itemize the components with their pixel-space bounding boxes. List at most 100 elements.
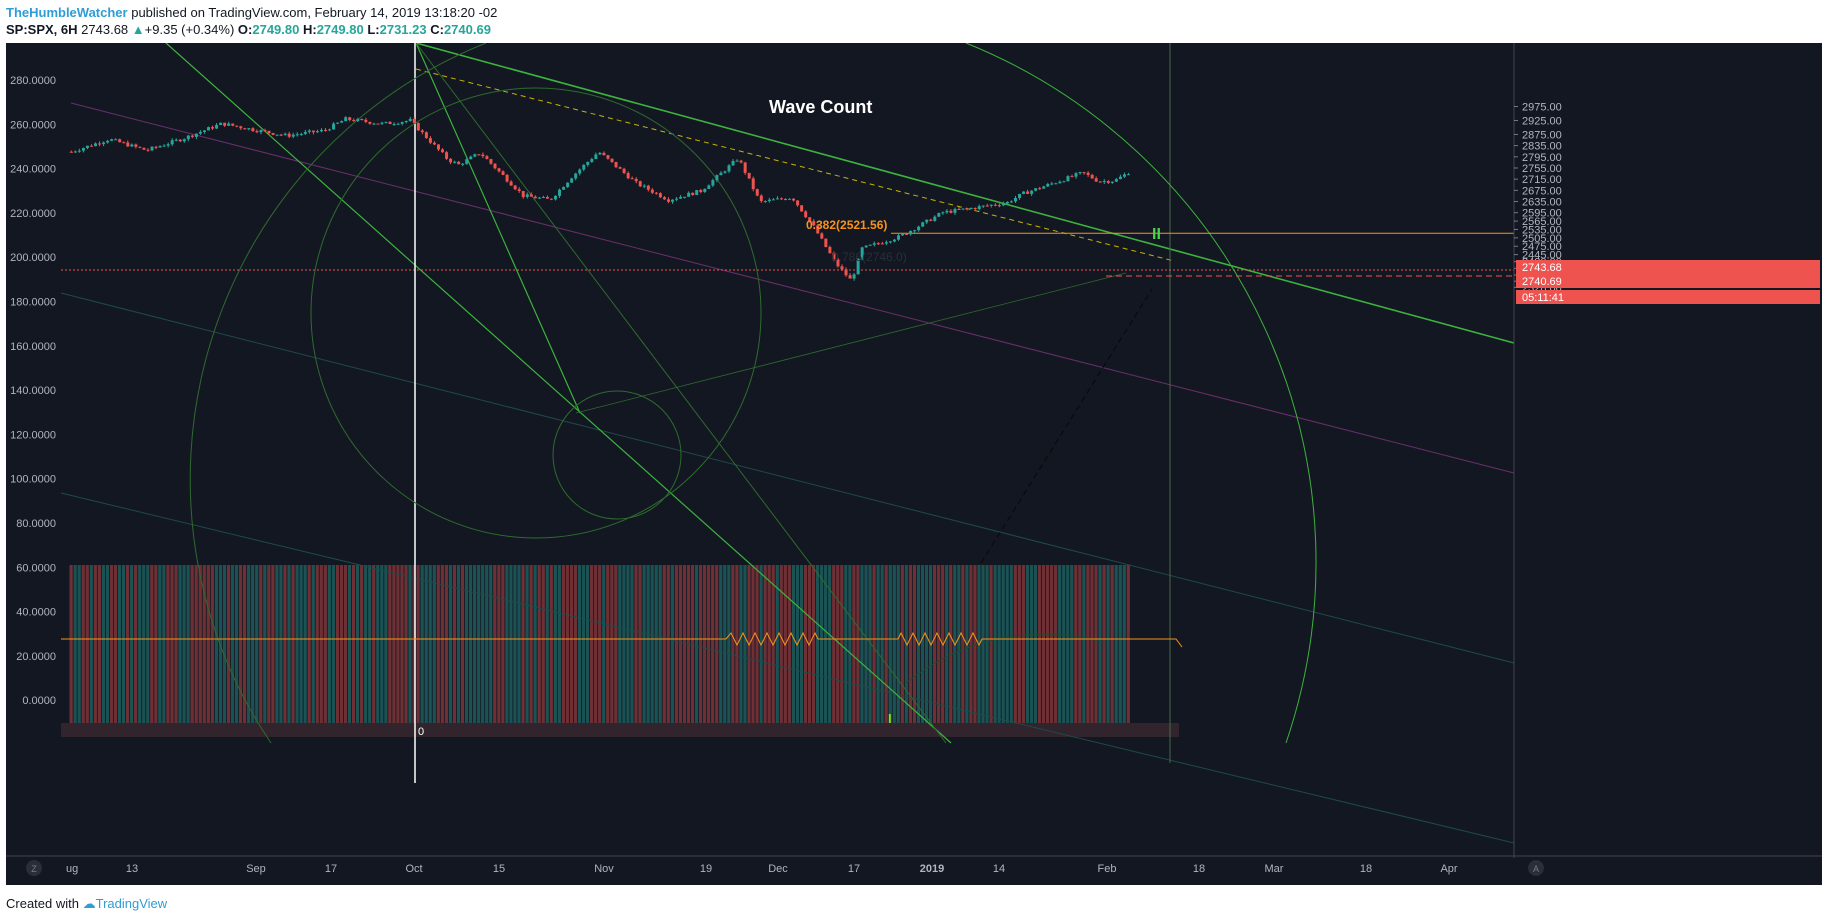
volume-bar	[997, 565, 1001, 723]
author-link[interactable]: TheHumbleWatcher	[6, 5, 128, 20]
candle-body	[796, 200, 800, 206]
candle-body	[788, 198, 792, 200]
volume-bar	[791, 565, 795, 723]
volume-bar	[1086, 565, 1090, 723]
volume-bar	[194, 565, 198, 723]
volume-bar	[460, 565, 465, 723]
volume-bar	[335, 565, 340, 723]
candle-body	[820, 233, 824, 239]
teal-channel-line-lower	[60, 492, 1515, 844]
candle-body	[804, 211, 808, 218]
candle-body	[687, 192, 691, 197]
tradingview-link[interactable]: TradingView	[95, 896, 168, 911]
volume-bar	[937, 565, 941, 723]
candle-body	[449, 158, 453, 163]
volume-bar	[1122, 565, 1126, 723]
right-axis-tick: 2595.00	[1522, 208, 1562, 220]
candle-body	[654, 192, 658, 194]
time-axis-tick: 18	[1360, 863, 1372, 875]
volume-bar	[505, 565, 509, 723]
chart-pane[interactable]: 0.382(2521.56) 0.786(2746.0) Wave Count II I…	[6, 42, 1822, 885]
volume-bar	[444, 565, 448, 723]
time-axis-tick: 19	[700, 863, 712, 875]
candle-body	[89, 145, 93, 147]
candle-body	[73, 151, 77, 153]
candle-body	[634, 178, 638, 182]
open-value: 2749.80	[252, 22, 300, 37]
candle-body	[130, 144, 134, 147]
candle-body	[763, 201, 767, 203]
volume-bar	[634, 565, 638, 723]
candle-body	[880, 243, 884, 245]
tradingview-logo-icon[interactable]: ☁	[82, 896, 96, 911]
candle-body	[1001, 203, 1005, 206]
candle-body	[219, 122, 223, 125]
chart-canvas[interactable]: 0.382(2521.56)0.786(2746.0)Wave CountIII…	[6, 42, 1822, 885]
candle-body	[174, 139, 178, 141]
candle-body	[1042, 186, 1046, 189]
candle-body	[909, 230, 913, 235]
volume-bar	[824, 565, 828, 723]
volume-bar	[343, 565, 348, 723]
candle-body	[352, 120, 356, 122]
volume-bar	[674, 565, 678, 723]
candle-body	[695, 190, 699, 196]
volume-bar	[77, 565, 81, 723]
candle-body	[743, 162, 747, 173]
left-axis-tick: 20.0000	[16, 651, 56, 663]
left-axis-tick: 80.0000	[16, 518, 56, 530]
volume-bar	[690, 565, 695, 723]
volume-bar	[287, 565, 291, 723]
candle-body	[759, 195, 763, 202]
volume-bar	[1001, 565, 1005, 723]
change-arrow-icon: ▲	[131, 22, 145, 37]
candle-body	[775, 198, 779, 200]
candle-body	[384, 121, 388, 123]
volume-bar	[501, 565, 505, 723]
volume-bar	[368, 565, 372, 723]
volume-bar	[707, 565, 711, 723]
candle-body	[570, 178, 574, 183]
candle-body	[993, 204, 997, 206]
candle-body	[1046, 183, 1050, 187]
volume-bar	[1045, 565, 1050, 723]
candle-body	[271, 133, 275, 135]
left-axis-tick: 0.0000	[22, 695, 56, 707]
candle-body	[1082, 172, 1086, 174]
volume-bar	[836, 565, 840, 723]
volume-bar	[779, 565, 783, 723]
left-axis-tick: 280.0000	[10, 75, 56, 87]
volume-bar	[662, 565, 666, 723]
candle-body	[126, 142, 130, 147]
candle-body	[852, 274, 856, 279]
volume-bar	[158, 565, 162, 723]
candle-body	[332, 123, 336, 130]
candle-body	[211, 127, 215, 129]
volume-bar	[787, 565, 791, 723]
time-axis-tick: Oct	[405, 863, 422, 875]
candle-body	[170, 140, 174, 145]
fan-connector	[575, 272, 1127, 414]
candle-body	[961, 208, 965, 210]
volume-bar	[190, 565, 194, 723]
high-value: 2749.80	[316, 22, 364, 37]
left-axis-tick: 260.0000	[10, 119, 56, 131]
volume-bar	[416, 565, 420, 723]
left-axis-tick: 160.0000	[10, 341, 56, 353]
auto-scale-icon: A	[1533, 864, 1539, 874]
time-axis-tick: Mar	[1265, 863, 1284, 875]
candle-body	[344, 117, 348, 122]
volume-bar	[485, 565, 489, 723]
volume-bar	[1050, 565, 1054, 723]
volume-bar	[97, 565, 101, 723]
candle-body	[662, 197, 666, 200]
right-axis-tick: 2755.00	[1522, 163, 1562, 175]
candle-body	[1078, 172, 1082, 174]
candle-body	[134, 144, 138, 147]
volume-bar	[134, 565, 138, 723]
volume-bar	[743, 565, 747, 723]
volume-bar	[630, 565, 634, 723]
candle-body	[259, 130, 263, 133]
time-axis-tick: Apr	[1440, 863, 1457, 875]
volume-bar	[715, 565, 719, 723]
